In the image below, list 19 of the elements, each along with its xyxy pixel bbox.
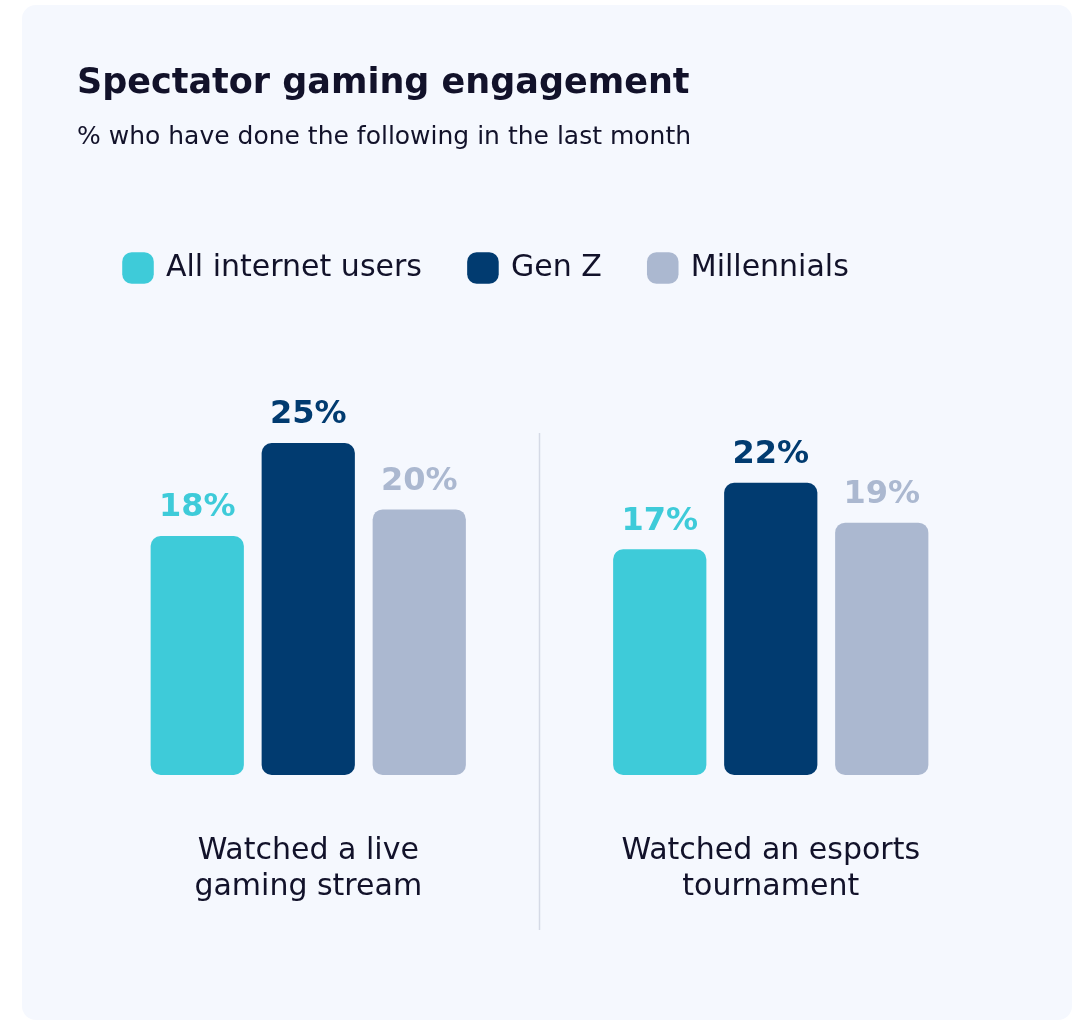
bar [835, 522, 929, 775]
data-label: 25% [269, 393, 347, 432]
legend-label: All internet users [166, 247, 422, 283]
bar [150, 535, 244, 775]
x-tick-label: Watched a live gaming stream [194, 830, 423, 902]
chart-title: Spectator gaming engagement [77, 61, 690, 101]
data-label: 18% [158, 486, 236, 525]
data-label: 17% [621, 499, 699, 538]
bar [613, 549, 707, 775]
data-label: 19% [843, 472, 921, 511]
data-label: 20% [380, 459, 458, 498]
bar [724, 482, 818, 775]
x-tick-label: Watched an esports tournament [621, 830, 921, 902]
data-label: 22% [732, 433, 810, 472]
legend-label: Millennials [690, 247, 849, 283]
legend-label: Gen Z [510, 247, 602, 283]
bar [372, 509, 466, 775]
chart-subtitle: % who have done the following in the last month [77, 121, 692, 150]
bar [261, 443, 355, 775]
